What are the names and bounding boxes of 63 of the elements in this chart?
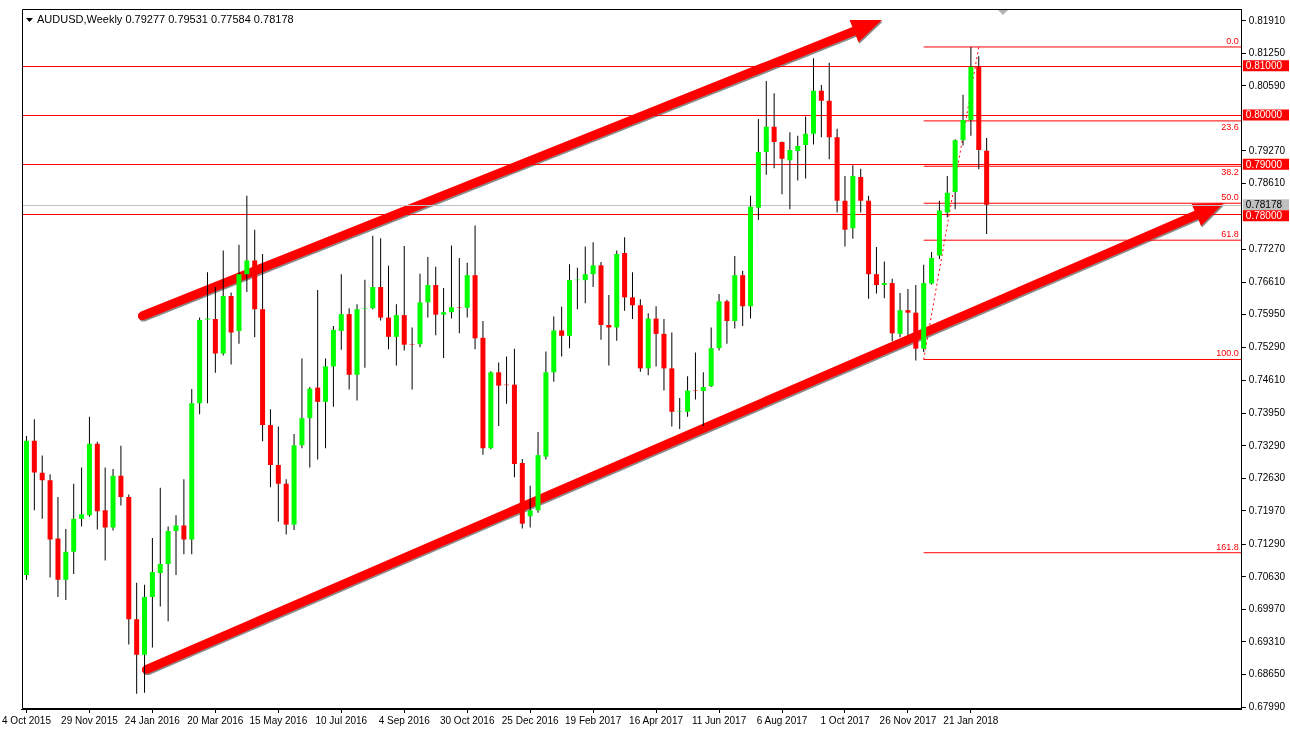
candlestick: [448, 245, 454, 319]
ref-line-label: 0.81000: [1245, 59, 1283, 71]
candlestick: [157, 487, 163, 607]
candlestick: [315, 289, 321, 460]
candlestick: [441, 288, 447, 359]
x-tick-label: 21 Jan 2018: [943, 714, 999, 726]
ref-line-label: 0.78000: [1245, 210, 1283, 222]
y-tick-label: 0.74610: [1248, 374, 1286, 386]
y-tick-label: 0.70630: [1248, 570, 1286, 582]
x-tick-label: 24 Jan 2016: [124, 714, 181, 726]
y-tick-label: 0.73950: [1248, 406, 1286, 418]
x-tick-label: 26 Nov 2017: [879, 714, 937, 726]
x-tick-label: 25 Dec 2016: [501, 714, 559, 726]
y-tick-label: 0.75290: [1248, 340, 1286, 352]
candlestick: [204, 272, 210, 404]
series-label: 61.8: [1221, 229, 1239, 240]
candlestick: [409, 327, 415, 390]
x-tick-label: 19 Feb 2017: [565, 714, 622, 726]
candlestick: [79, 467, 85, 527]
x-tick-label: 29 Nov 2015: [61, 714, 119, 726]
y-tick-label: 0.71290: [1248, 538, 1286, 550]
ref-line-label: 0.78178: [1245, 199, 1283, 211]
y-tick-label: 0.73290: [1248, 439, 1286, 451]
ref-line-label: 0.80000: [1245, 109, 1283, 121]
y-tick-label: 0.80590: [1248, 79, 1286, 91]
x-tick-label: 1 Oct 2017: [820, 714, 870, 726]
candlestick: [173, 515, 179, 575]
y-tick-label: 0.67990: [1248, 700, 1286, 712]
series-label: 0.0: [1226, 35, 1239, 46]
x-tick-label: 6 Aug 2017: [756, 714, 808, 726]
y-tick-label: 0.81250: [1248, 47, 1286, 59]
x-tick-label: 30 Oct 2016: [439, 714, 495, 726]
y-tick-label: 0.71970: [1248, 504, 1286, 516]
candlestick: [677, 397, 683, 429]
y-tick-label: 0.78610: [1248, 177, 1286, 189]
candlestick: [905, 289, 911, 336]
y-tick-label: 0.72630: [1248, 472, 1286, 484]
y-tick-label: 0.76610: [1248, 275, 1286, 287]
candlestick: [362, 279, 368, 368]
candlestick: [881, 261, 887, 299]
x-tick-label: 16 Apr 2017: [629, 714, 684, 726]
y-tick-label: 0.69310: [1248, 635, 1286, 647]
x-tick-label: 15 May 2016: [249, 714, 308, 726]
y-tick-label: 0.68650: [1248, 668, 1286, 680]
y-tick-label: 0.69970: [1248, 603, 1286, 615]
series-label: 100.0: [1216, 348, 1239, 359]
x-tick-label: 4 Oct 2015: [2, 714, 52, 726]
series-label: 38.2: [1221, 167, 1239, 178]
chart-title: AUDUSD,Weekly 0.79277 0.79531 0.77584 0.78178: [36, 13, 294, 26]
series-label: 161.8: [1216, 541, 1239, 552]
series-label: 23.6: [1221, 121, 1239, 132]
series-label: 50.0: [1221, 192, 1239, 203]
x-tick-label: 20 Mar 2016: [187, 714, 244, 726]
candlestick: [700, 372, 706, 427]
y-tick-label: 0.77270: [1248, 243, 1286, 255]
x-tick-label: 10 Jul 2016: [315, 714, 368, 726]
x-tick-label: 4 Sep 2016: [378, 714, 431, 726]
ref-line-label: 0.79000: [1245, 158, 1283, 170]
y-tick-label: 0.81910: [1248, 14, 1286, 26]
candlestick: [456, 257, 462, 334]
x-tick-label: 11 Jun 2017: [691, 714, 747, 726]
y-tick-label: 0.75950: [1248, 308, 1286, 320]
y-tick-label: 0.79270: [1248, 144, 1286, 156]
